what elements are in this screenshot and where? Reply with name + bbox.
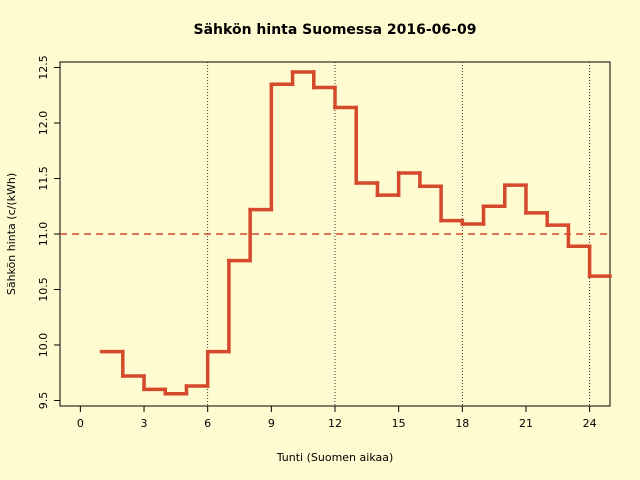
- y-axis-label: Sähkön hinta (c/(kWh): [5, 173, 18, 295]
- x-tick-label: 24: [583, 417, 597, 430]
- x-tick-label: 6: [204, 417, 211, 430]
- x-tick-label: 3: [141, 417, 148, 430]
- chart-title: Sähkön hinta Suomessa 2016-06-09: [194, 22, 477, 38]
- x-axis-label: Tunti (Suomen aikaa): [276, 451, 394, 464]
- y-tick-label: 9.5: [37, 392, 50, 410]
- y-tick-label: 10.0: [37, 333, 50, 358]
- y-tick-label: 12.0: [37, 111, 50, 136]
- y-tick-label: 12.5: [37, 55, 50, 80]
- x-tick-label: 15: [392, 417, 406, 430]
- x-tick-label: 21: [519, 417, 533, 430]
- x-tick-label: 18: [455, 417, 469, 430]
- x-tick-label: 9: [268, 417, 275, 430]
- y-tick-label: 11.0: [37, 222, 50, 247]
- y-tick-label: 10.5: [37, 277, 50, 302]
- y-tick-label: 11.5: [37, 166, 50, 191]
- x-tick-label: 12: [328, 417, 342, 430]
- x-tick-label: 0: [77, 417, 84, 430]
